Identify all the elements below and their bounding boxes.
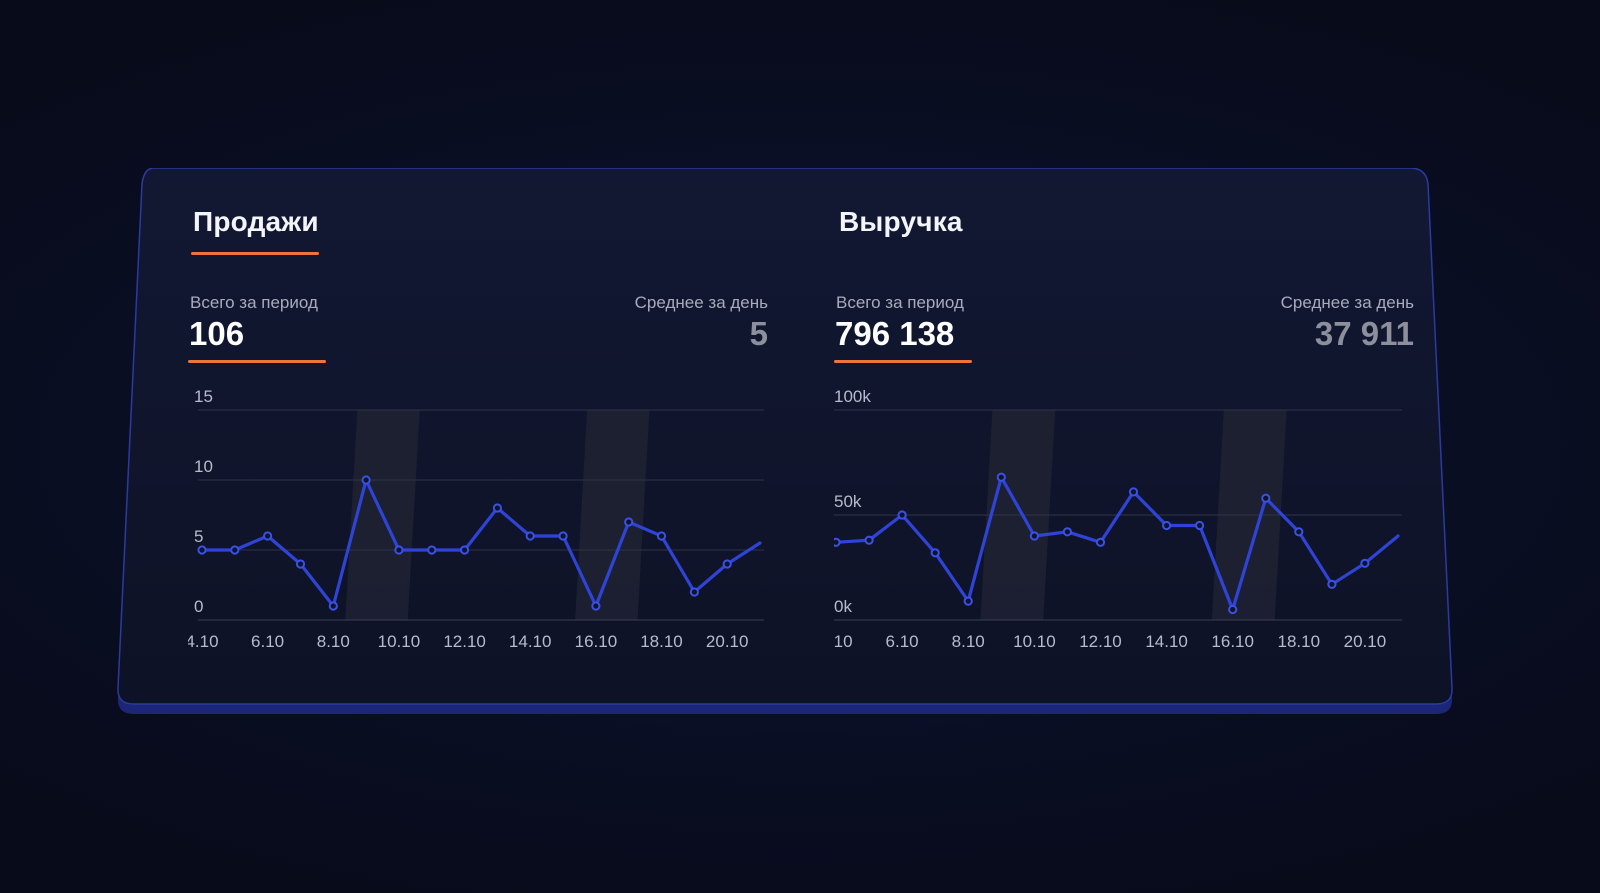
sales-data-point: [230, 545, 240, 555]
revenue-data-point: [1261, 493, 1271, 503]
revenue-value-underline: [834, 360, 972, 363]
revenue-y-tick-label: 100k: [834, 387, 871, 406]
sales-line-chart: 0 5 10 15 4.10 6.10 8.10 10.10 12.10 14.10 16.10 18…: [188, 387, 764, 648]
sales-tab-underline: [191, 252, 319, 255]
sales-data-point: [722, 559, 732, 569]
sales-x-tick-label: 10.10: [378, 632, 421, 648]
sales-data-point: [460, 545, 470, 555]
revenue-total-value: 796 138: [835, 315, 955, 352]
revenue-x-tick-label: 4.10: [834, 632, 853, 648]
sales-data-point: [295, 559, 306, 569]
sales-data-point: [656, 531, 667, 541]
revenue-y-tick-label: 0k: [834, 597, 852, 616]
sales-data-point: [361, 475, 371, 485]
revenue-x-tick-label: 8.10: [952, 632, 985, 648]
sales-data-point: [624, 517, 634, 527]
sales-x-tick-label: 4.10: [188, 632, 219, 648]
sales-data-point: [197, 545, 207, 555]
sales-y-tick-label: 10: [194, 457, 213, 476]
sales-weekend-band: [575, 410, 650, 620]
revenue-series-line: [834, 475, 1400, 612]
revenue-data-point: [897, 510, 907, 520]
revenue-avg-value: 37 911: [1314, 315, 1414, 352]
revenue-data-point: [1062, 527, 1072, 537]
sales-data-point: [591, 601, 601, 611]
revenue-x-tick-label: 6.10: [886, 632, 919, 648]
sales-x-tick-label: 18.10: [640, 632, 683, 648]
sales-data-point: [525, 531, 535, 541]
sales-data-point: [328, 601, 338, 611]
revenue-data-point: [996, 472, 1006, 482]
sales-data-point: [492, 503, 502, 513]
sales-y-tick-label: 15: [194, 387, 213, 406]
sales-total-label: Всего за период: [190, 293, 318, 312]
revenue-section: Выручка Всего за период Среднее за день …: [834, 168, 1414, 726]
sales-data-point: [558, 531, 568, 541]
sales-value-underline: [188, 360, 326, 363]
revenue-data-point: [1095, 537, 1106, 547]
revenue-y-tick-label: 50k: [834, 492, 862, 511]
revenue-data-point: [1228, 604, 1238, 615]
revenue-data-point: [1128, 487, 1139, 497]
revenue-data-point: [864, 535, 874, 545]
revenue-data-point: [1294, 527, 1304, 537]
sales-x-tick-label: 12.10: [443, 632, 486, 648]
sales-avg-value: 5: [749, 315, 768, 352]
revenue-data-point: [1162, 520, 1172, 531]
sales-data-point: [263, 531, 273, 541]
sales-x-tick-label: 6.10: [251, 632, 284, 648]
sales-data-point: [394, 545, 404, 555]
dashboard-panel: Продажи Всего за период Среднее за день …: [116, 168, 1482, 726]
revenue-data-point: [834, 537, 841, 547]
revenue-avg-label: Среднее за день: [1280, 293, 1414, 312]
revenue-title[interactable]: Выручка: [839, 206, 963, 237]
sales-y-tick-label: 5: [194, 527, 203, 546]
sales-x-tick-label: 14.10: [509, 632, 552, 648]
revenue-x-tick-label: 10.10: [1013, 632, 1056, 648]
sales-title[interactable]: Продажи: [193, 206, 319, 237]
revenue-data-point: [1327, 579, 1337, 589]
revenue-x-tick-label: 18.10: [1278, 632, 1321, 648]
revenue-x-tick-label: 14.10: [1145, 632, 1188, 648]
sales-series-line: [200, 478, 762, 608]
sales-data-point: [689, 587, 699, 597]
revenue-x-tick-label: 12.10: [1079, 632, 1122, 648]
panel-frame: [117, 168, 1453, 714]
revenue-data-point: [930, 548, 940, 558]
sales-avg-label: Среднее за день: [634, 293, 768, 312]
sales-data-point: [427, 545, 437, 555]
sales-x-tick-label: 20.10: [706, 632, 749, 648]
sales-x-tick-label: 16.10: [575, 632, 618, 648]
revenue-x-tick-label: 16.10: [1211, 632, 1254, 648]
sales-section: Продажи Всего за период Среднее за день …: [188, 168, 768, 726]
revenue-x-tick-label: 20.10: [1344, 632, 1387, 648]
revenue-total-label: Всего за период: [836, 293, 964, 312]
sales-y-tick-label: 0: [194, 597, 203, 616]
revenue-data-point: [1195, 520, 1205, 531]
revenue-data-point: [1360, 558, 1370, 568]
sales-total-value: 106: [189, 315, 245, 352]
revenue-line-chart: 0k 50k 100k 4.10 6.10 8.10 10.10 12.10 14.10 16.1…: [834, 387, 1402, 648]
revenue-data-point: [1029, 531, 1039, 541]
sales-x-tick-label: 8.10: [317, 632, 350, 648]
revenue-data-point: [963, 596, 973, 606]
